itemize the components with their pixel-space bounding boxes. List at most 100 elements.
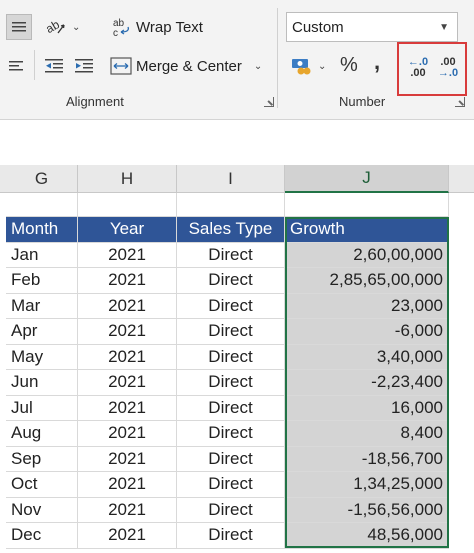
- number-group-label: Number: [339, 94, 386, 109]
- merge-center-label: Merge & Center: [136, 57, 242, 75]
- sales-type-cell[interactable]: Direct: [177, 497, 285, 523]
- column-header-g[interactable]: G: [6, 165, 78, 193]
- month-cell[interactable]: Jun: [6, 370, 78, 396]
- sales-type-cell[interactable]: Direct: [177, 293, 285, 319]
- growth-cell[interactable]: -2,23,400: [285, 370, 449, 396]
- month-cell[interactable]: Jan: [6, 242, 78, 268]
- align-left-button[interactable]: [8, 55, 24, 77]
- year-cell[interactable]: 2021: [78, 497, 177, 523]
- increase-decimal-bottom: .00: [410, 67, 426, 79]
- ribbon-divider: [34, 50, 35, 80]
- growth-cell[interactable]: -6,000: [285, 319, 449, 345]
- accounting-format-button[interactable]: ⌄: [290, 55, 326, 77]
- percent-style-button[interactable]: %: [340, 53, 358, 77]
- month-cell[interactable]: Aug: [6, 421, 78, 447]
- increase-indent-icon: [75, 59, 93, 73]
- header-month[interactable]: Month: [6, 217, 78, 243]
- month-cell[interactable]: Mar: [6, 293, 78, 319]
- month-cell[interactable]: Jul: [6, 395, 78, 421]
- year-cell[interactable]: 2021: [78, 268, 177, 294]
- year-cell[interactable]: 2021: [78, 319, 177, 345]
- number-dialog-launcher-icon[interactable]: [455, 97, 465, 107]
- growth-cell[interactable]: 16,000: [285, 395, 449, 421]
- wrap-text-icon: ab c: [113, 18, 129, 37]
- comma-icon: ,: [374, 49, 381, 74]
- decrease-decimal-top: .00: [440, 56, 456, 68]
- middle-align-icon: [12, 22, 26, 32]
- ribbon: ab ⌄ ab c Wrap Text: [0, 0, 474, 120]
- column-header-h[interactable]: H: [78, 165, 177, 193]
- left-edge: [0, 217, 6, 553]
- growth-cell[interactable]: 48,56,000: [285, 523, 449, 549]
- column-header-j[interactable]: J: [285, 165, 449, 193]
- growth-cell[interactable]: 2,85,65,00,000: [285, 268, 449, 294]
- cell[interactable]: [177, 193, 285, 217]
- growth-cell[interactable]: 8,400: [285, 421, 449, 447]
- year-cell[interactable]: 2021: [78, 395, 177, 421]
- ribbon-divider: [277, 8, 278, 108]
- header-sales-type[interactable]: Sales Type: [177, 217, 285, 243]
- highlight-box: [397, 42, 467, 96]
- merge-center-button[interactable]: Merge & Center ⌄: [110, 55, 262, 77]
- svg-text:ab: ab: [44, 17, 62, 36]
- sales-type-cell[interactable]: Direct: [177, 446, 285, 472]
- sales-type-cell[interactable]: Direct: [177, 421, 285, 447]
- year-cell[interactable]: 2021: [78, 421, 177, 447]
- year-cell[interactable]: 2021: [78, 242, 177, 268]
- sales-type-cell[interactable]: Direct: [177, 242, 285, 268]
- header-growth[interactable]: Growth: [285, 217, 449, 243]
- growth-cell[interactable]: -1,56,56,000: [285, 497, 449, 523]
- sales-type-cell[interactable]: Direct: [177, 268, 285, 294]
- growth-cell[interactable]: 23,000: [285, 293, 449, 319]
- comma-style-button[interactable]: ,: [374, 49, 381, 74]
- chevron-down-icon[interactable]: ⌄: [318, 60, 327, 72]
- sales-type-cell[interactable]: Direct: [177, 472, 285, 498]
- decrease-decimal-button[interactable]: .00 →.0: [435, 54, 461, 82]
- cell[interactable]: [78, 193, 177, 217]
- column-headers: G H I J: [0, 165, 474, 193]
- year-cell[interactable]: 2021: [78, 446, 177, 472]
- growth-cell[interactable]: 2,60,00,000: [285, 242, 449, 268]
- year-cell[interactable]: 2021: [78, 293, 177, 319]
- orientation-icon: ab: [44, 17, 65, 36]
- cell[interactable]: [6, 193, 78, 217]
- sales-type-cell[interactable]: Direct: [177, 395, 285, 421]
- year-cell[interactable]: 2021: [78, 344, 177, 370]
- year-cell[interactable]: 2021: [78, 472, 177, 498]
- decrease-indent-button[interactable]: [44, 55, 64, 77]
- sales-type-cell[interactable]: Direct: [177, 523, 285, 549]
- increase-decimal-top: ←.0: [407, 56, 429, 68]
- month-cell[interactable]: Dec: [6, 523, 78, 549]
- month-cell[interactable]: Oct: [6, 472, 78, 498]
- sales-type-cell[interactable]: Direct: [177, 319, 285, 345]
- increase-indent-button[interactable]: [74, 55, 94, 77]
- increase-decimal-button[interactable]: ←.0 .00: [405, 54, 431, 82]
- sales-type-cell[interactable]: Direct: [177, 344, 285, 370]
- column-header-i[interactable]: I: [177, 165, 285, 193]
- cell[interactable]: [285, 193, 449, 217]
- month-cell[interactable]: Feb: [6, 268, 78, 294]
- alignment-dialog-launcher-icon[interactable]: [264, 97, 274, 107]
- decrease-indent-icon: [45, 59, 63, 73]
- orientation-button[interactable]: ab ⌄: [44, 14, 80, 40]
- month-cell[interactable]: May: [6, 344, 78, 370]
- month-cell[interactable]: Apr: [6, 319, 78, 345]
- middle-align-button[interactable]: [6, 14, 32, 40]
- growth-cell[interactable]: -18,56,700: [285, 446, 449, 472]
- header-year[interactable]: Year: [78, 217, 177, 243]
- percent-icon: %: [340, 53, 358, 76]
- growth-cell[interactable]: 3,40,000: [285, 344, 449, 370]
- chevron-down-icon[interactable]: ⌄: [253, 60, 263, 72]
- month-cell[interactable]: Nov: [6, 497, 78, 523]
- month-cell[interactable]: Sep: [6, 446, 78, 472]
- number-format-select[interactable]: Custom ▼: [286, 12, 458, 42]
- wrap-text-button[interactable]: ab c Wrap Text: [112, 16, 203, 38]
- year-cell[interactable]: 2021: [78, 370, 177, 396]
- blank-row: [0, 193, 474, 217]
- sales-type-cell[interactable]: Direct: [177, 370, 285, 396]
- dropdown-arrow-icon: ▼: [439, 21, 449, 33]
- year-cell[interactable]: 2021: [78, 523, 177, 549]
- growth-cell[interactable]: 1,34,25,000: [285, 472, 449, 498]
- svg-text:ab: ab: [113, 18, 125, 29]
- wrap-text-label: Wrap Text: [136, 18, 203, 36]
